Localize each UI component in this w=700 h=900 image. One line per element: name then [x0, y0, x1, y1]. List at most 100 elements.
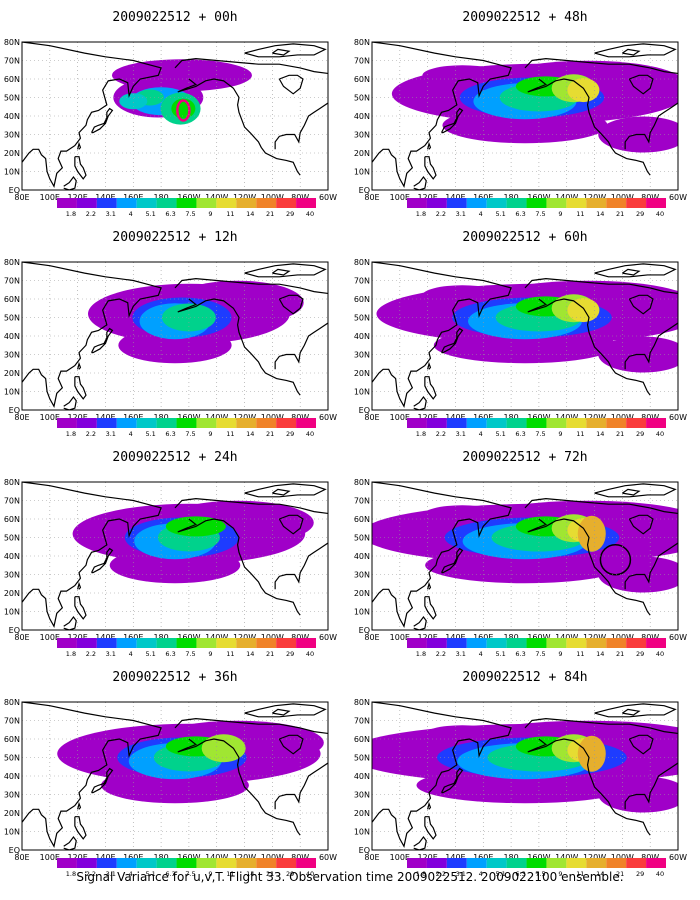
lat-label: 10N	[354, 608, 370, 617]
lat-label: 60N	[354, 515, 370, 524]
lon-label: 60W	[319, 413, 337, 422]
colorbar-swatch	[407, 198, 427, 208]
colorbar-label: 21	[266, 210, 274, 218]
lon-label: 80W	[641, 413, 659, 422]
colorbar-label: 3.1	[456, 870, 466, 878]
colorbar-label: 29	[636, 870, 644, 878]
colorbar-swatch	[646, 858, 666, 868]
colorbar-label: 7.5	[185, 430, 195, 438]
lon-label: 140W	[205, 413, 228, 422]
lon-label: 100E	[390, 413, 410, 422]
colorbar-label: 14	[246, 650, 254, 658]
lat-label: 50N	[4, 314, 20, 323]
colorbar-swatch	[256, 418, 277, 428]
lat-label: 50N	[354, 534, 370, 543]
colorbar-label: 21	[266, 650, 274, 658]
colorbar-label: 5.1	[145, 210, 155, 218]
colorbar-swatch	[646, 418, 666, 428]
colorbar-swatch	[136, 198, 157, 208]
colorbar-swatch	[196, 418, 217, 428]
colorbar-swatch	[426, 198, 447, 208]
lat-label: 80N	[4, 38, 20, 47]
colorbar-label: 6.3	[165, 430, 175, 438]
colorbar-swatch	[566, 858, 587, 868]
lat-label: 80N	[354, 478, 370, 487]
colorbar: 1.8 2.2 3.1 4 5.1 6.3 7.5 9 11 14 21 29 40	[57, 858, 316, 878]
colorbar-swatch	[606, 418, 627, 428]
lat-label: 50N	[4, 754, 20, 763]
colorbar-label: 7.5	[535, 210, 545, 218]
colorbar-swatch	[506, 198, 527, 208]
lon-label: 180	[503, 413, 518, 422]
lon-label: 180	[503, 193, 518, 202]
lat-label: 20N	[4, 589, 20, 598]
colorbar-swatch	[116, 638, 137, 648]
colorbar-label: 5.1	[145, 870, 155, 878]
lon-label: 140W	[205, 193, 228, 202]
colorbar-label: 5.1	[495, 870, 505, 878]
lon-label: 140W	[205, 633, 228, 642]
colorbar-swatch	[546, 198, 567, 208]
colorbar-swatch	[276, 858, 297, 868]
colorbar-label: 21	[616, 430, 624, 438]
colorbar-label: 21	[616, 650, 624, 658]
colorbar-label: 21	[616, 210, 624, 218]
colorbar-label: 40	[306, 430, 314, 438]
colorbar-label: 1.8	[416, 870, 426, 878]
lat-label: 40N	[4, 772, 20, 781]
lat-label: 40N	[354, 772, 370, 781]
lat-label: EQ	[359, 626, 370, 635]
colorbar-swatch	[506, 638, 527, 648]
lat-label: 20N	[354, 589, 370, 598]
colorbar-swatch	[216, 638, 237, 648]
lon-label: 140W	[555, 193, 578, 202]
colorbar-swatch	[156, 418, 177, 428]
colorbar-swatch	[57, 418, 77, 428]
lat-label: 20N	[4, 809, 20, 818]
colorbar-label: 4	[129, 870, 133, 878]
colorbar-label: 29	[286, 650, 294, 658]
colorbar-label: 40	[306, 210, 314, 218]
colorbar-label: 2.2	[86, 430, 96, 438]
colorbar-label: 14	[246, 430, 254, 438]
lon-label: 80W	[641, 193, 659, 202]
lon-label: 140E	[95, 193, 115, 202]
colorbar-swatch	[176, 638, 197, 648]
lat-label: 50N	[4, 94, 20, 103]
panel-title: 2009022512 + 48h	[462, 10, 588, 25]
colorbar-swatch	[626, 418, 647, 428]
lat-label: 50N	[354, 94, 370, 103]
colorbar-label: 3.1	[106, 650, 116, 658]
colorbar-swatch	[526, 198, 547, 208]
colorbar-swatch	[236, 638, 257, 648]
colorbar-swatch	[606, 638, 627, 648]
lon-label: 180	[503, 853, 518, 862]
colorbar-swatch	[586, 858, 607, 868]
lon-label: 180	[503, 633, 518, 642]
lon-label: 160E	[473, 193, 493, 202]
colorbar-label: 2.2	[436, 870, 446, 878]
colorbar: 1.8 2.2 3.1 4 5.1 6.3 7.5 9 11 14 21 29 40	[407, 198, 666, 218]
colorbar-swatch	[116, 858, 137, 868]
colorbar-label: 1.8	[416, 650, 426, 658]
lat-label: 60N	[354, 295, 370, 304]
colorbar-swatch	[256, 638, 277, 648]
lat-label: EQ	[359, 846, 370, 855]
lon-label: 140E	[445, 853, 465, 862]
lat-label: 80N	[4, 698, 20, 707]
map-panel-12h: 2009022512 + 12h 80N 70N 60N 50N 40N 30N 20N 10N…	[0, 220, 350, 440]
lon-label: 140E	[445, 633, 465, 642]
colorbar-swatch	[446, 198, 467, 208]
colorbar-swatch	[586, 638, 607, 648]
lon-label: 180	[153, 633, 168, 642]
lat-label: 10N	[4, 388, 20, 397]
colorbar-swatch	[486, 418, 507, 428]
colorbar-swatch	[407, 638, 427, 648]
colorbar-label: 9	[558, 650, 562, 658]
map-panel-84h: 2009022512 + 84h 80N 70N 60N 50N 40N 30N 20N 10N…	[350, 660, 700, 880]
lon-label: 100E	[390, 193, 410, 202]
lat-label: 80N	[4, 478, 20, 487]
lon-label: 160E	[473, 413, 493, 422]
